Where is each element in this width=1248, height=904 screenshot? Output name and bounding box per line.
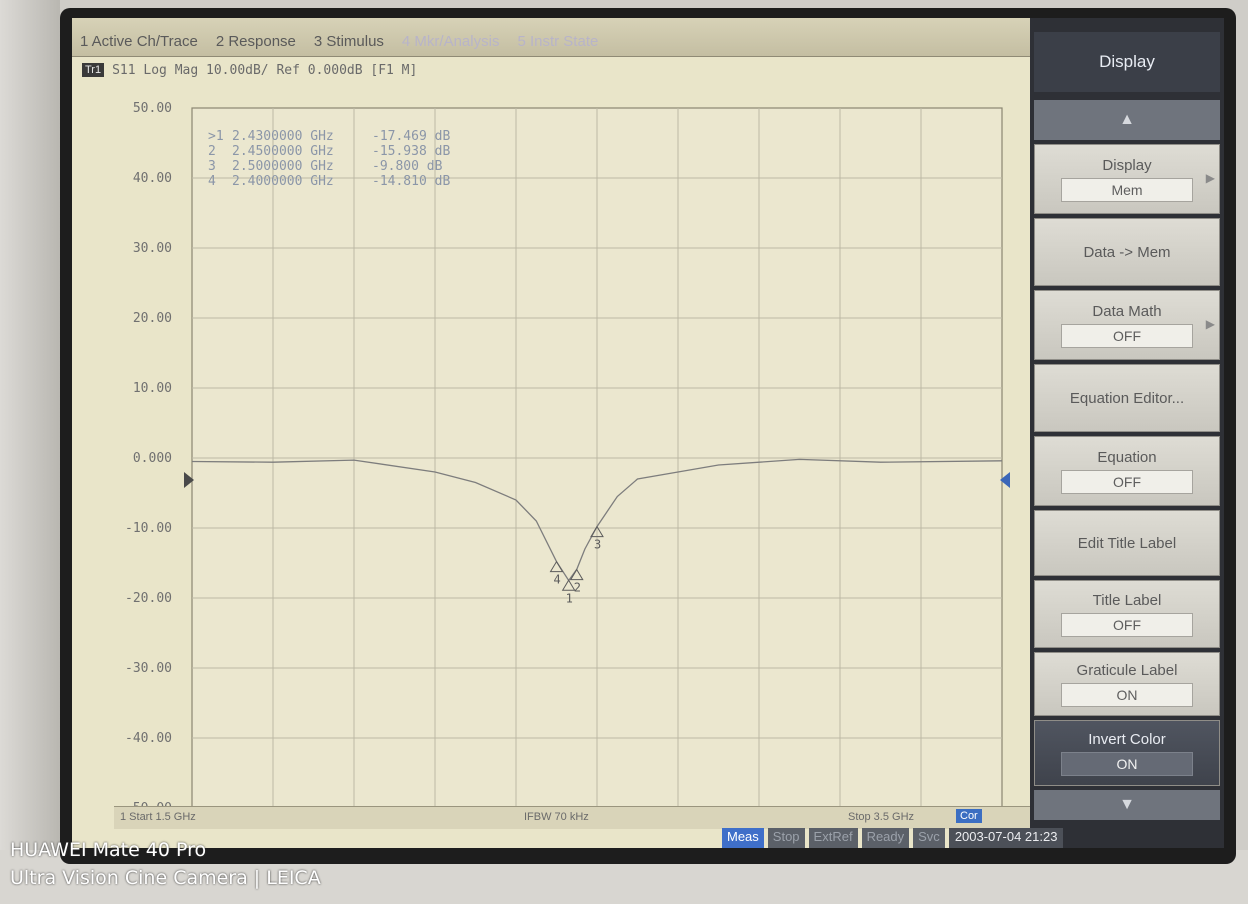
equation-editor-label: Equation Editor... [1069, 389, 1185, 407]
y-tick-label: 50.00 [133, 101, 172, 116]
chevron-down-icon: ▼ [1119, 796, 1135, 813]
softkey-panel: Display ▲ Display Mem ▶ Data -> Mem Data… [1030, 18, 1224, 848]
stop-indicator: Stop [767, 828, 805, 848]
marker-readout-value: -14.810 dB [372, 174, 450, 189]
title-label-value: OFF [1061, 612, 1193, 637]
submenu-arrow-icon: ▶ [1205, 317, 1215, 331]
s11-chart: 50.00 40.00 30.00 20.00 10.00 0.000 -10.00 -20.… [125, 101, 1010, 816]
menu-active-ch-trace[interactable]: 1 Active Ch/Trace [80, 33, 198, 50]
display-softkey-label: Display [1102, 156, 1152, 174]
data-to-mem-label: Data -> Mem [1083, 243, 1171, 261]
equation-label: Equation [1097, 448, 1157, 466]
marker-1-number: 1 [566, 591, 573, 605]
data-to-mem-softkey[interactable]: Data -> Mem [1034, 218, 1220, 286]
marker-readout-id: 3 [208, 159, 216, 174]
photo-bezel-right [1232, 0, 1248, 904]
marker-readout-value: -9.800 dB [372, 159, 443, 174]
data-math-value: OFF [1061, 323, 1193, 348]
marker-readout-freq: 2.5000000 GHz [232, 159, 334, 174]
graticule-label-label: Graticule Label [1076, 661, 1178, 679]
ref-level-marker-left [184, 472, 194, 488]
status-bar: 1 Start 1.5 GHz IFBW 70 kHz Stop 3.5 GHz… [114, 806, 1042, 829]
svc-indicator: Svc [913, 828, 945, 848]
data-math-softkey[interactable]: Data Math OFF ▶ [1034, 290, 1220, 360]
menu-instr-state[interactable]: 5 Instr State [517, 33, 599, 50]
marker-3-glyph[interactable] [590, 525, 604, 538]
ready-indicator: Ready [861, 828, 910, 848]
meas-indicator: Meas [722, 828, 764, 848]
display-softkey-value: Mem [1061, 177, 1193, 202]
extref-indicator: ExtRef [808, 828, 858, 848]
date-time: 2003-07-04 21:23 [948, 828, 1064, 848]
y-tick-label: -20.00 [125, 591, 172, 606]
ref-level-marker-right [1000, 472, 1010, 488]
softkey-panel-title: Display [1034, 32, 1220, 92]
marker-readout-id: 2 [208, 144, 216, 159]
bottom-status-bar: Meas Stop ExtRef Ready Svc 2003-07-04 21… [722, 828, 1064, 848]
marker-1-glyph[interactable] [561, 579, 576, 591]
equation-value: OFF [1061, 469, 1193, 494]
start-frequency[interactable]: 1 Start 1.5 GHz [120, 811, 196, 823]
chevron-up-icon: ▲ [1119, 111, 1135, 128]
data-math-label: Data Math [1092, 302, 1162, 320]
marker-readout-freq: 2.4500000 GHz [232, 144, 334, 159]
y-tick-label: 40.00 [133, 171, 172, 186]
invert-color-label: Invert Color [1088, 730, 1166, 748]
marker-4-number: 4 [554, 573, 561, 587]
measurement-title: S11 Log Mag 10.00dB/ Ref 0.000dB [F1 M] [112, 62, 418, 78]
watermark-line-2: Ultra Vision Cine Camera | LEICA [10, 867, 321, 889]
y-tick-label: -10.00 [125, 521, 172, 536]
watermark-line-1: HUAWEI Mate 40 Pro [10, 839, 207, 861]
scroll-up-button[interactable]: ▲ [1034, 100, 1220, 140]
edit-title-label-text: Edit Title Label [1077, 534, 1177, 552]
correction-badge: Cor [956, 809, 982, 823]
graticule-label-softkey[interactable]: Graticule Label ON [1034, 652, 1220, 716]
marker-readout-id: 4 [208, 174, 216, 189]
trace-tag[interactable]: Tr1 [82, 63, 105, 77]
marker-2-glyph[interactable] [569, 568, 584, 581]
if-bandwidth[interactable]: IFBW 70 kHz [524, 811, 589, 823]
invert-color-softkey[interactable]: Invert Color ON [1034, 720, 1220, 786]
menu-mkr-analysis[interactable]: 4 Mkr/Analysis [401, 33, 500, 50]
menu-stimulus[interactable]: 3 Stimulus [313, 33, 384, 50]
measurement-header: Tr1 S11 Log Mag 10.00dB/ Ref 0.000dB [F1… [82, 60, 417, 80]
menu-response[interactable]: 2 Response [215, 33, 296, 50]
invert-color-value: ON [1061, 751, 1193, 776]
y-tick-label: -40.00 [125, 731, 172, 746]
title-label-label: Title Label [1092, 591, 1162, 609]
marker-readout-id: >1 [208, 129, 224, 144]
edit-title-label-softkey[interactable]: Edit Title Label [1034, 510, 1220, 576]
menu-bar: 1 Active Ch/Trace 2 Response 3 Stimulus … [72, 18, 1038, 57]
y-tick-label: 20.00 [133, 311, 172, 326]
marker-2-number: 2 [574, 581, 581, 595]
stop-frequency[interactable]: Stop 3.5 GHz [848, 811, 915, 823]
plot-area: 50.00 40.00 30.00 20.00 10.00 0.000 -10.00 -20.… [72, 80, 1030, 818]
marker-readout-freq: 2.4000000 GHz [232, 174, 334, 189]
marker-4-glyph[interactable] [549, 560, 564, 573]
y-tick-label: -30.00 [125, 661, 172, 676]
camera-watermark: HUAWEI Mate 40 Pro Ultra Vision Cine Cam… [10, 836, 321, 892]
equation-editor-softkey[interactable]: Equation Editor... [1034, 364, 1220, 432]
marker-readout-value: -17.469 dB [372, 129, 450, 144]
y-tick-label: 10.00 [133, 381, 172, 396]
marker-readout-value: -15.938 dB [372, 144, 450, 159]
equation-softkey[interactable]: Equation OFF [1034, 436, 1220, 506]
analyzer-screen: 1 Active Ch/Trace 2 Response 3 Stimulus … [72, 18, 1224, 848]
scroll-down-button[interactable]: ▼ [1034, 790, 1220, 820]
y-tick-label: 0.000 [133, 451, 172, 466]
submenu-arrow-icon: ▶ [1205, 171, 1215, 185]
y-tick-label: 30.00 [133, 241, 172, 256]
marker-3-number: 3 [594, 538, 601, 552]
display-softkey[interactable]: Display Mem ▶ [1034, 144, 1220, 214]
photo-bezel-left [0, 0, 60, 904]
graticule-label-value: ON [1061, 682, 1193, 707]
title-label-softkey[interactable]: Title Label OFF [1034, 580, 1220, 648]
marker-readout-freq: 2.4300000 GHz [232, 129, 334, 144]
